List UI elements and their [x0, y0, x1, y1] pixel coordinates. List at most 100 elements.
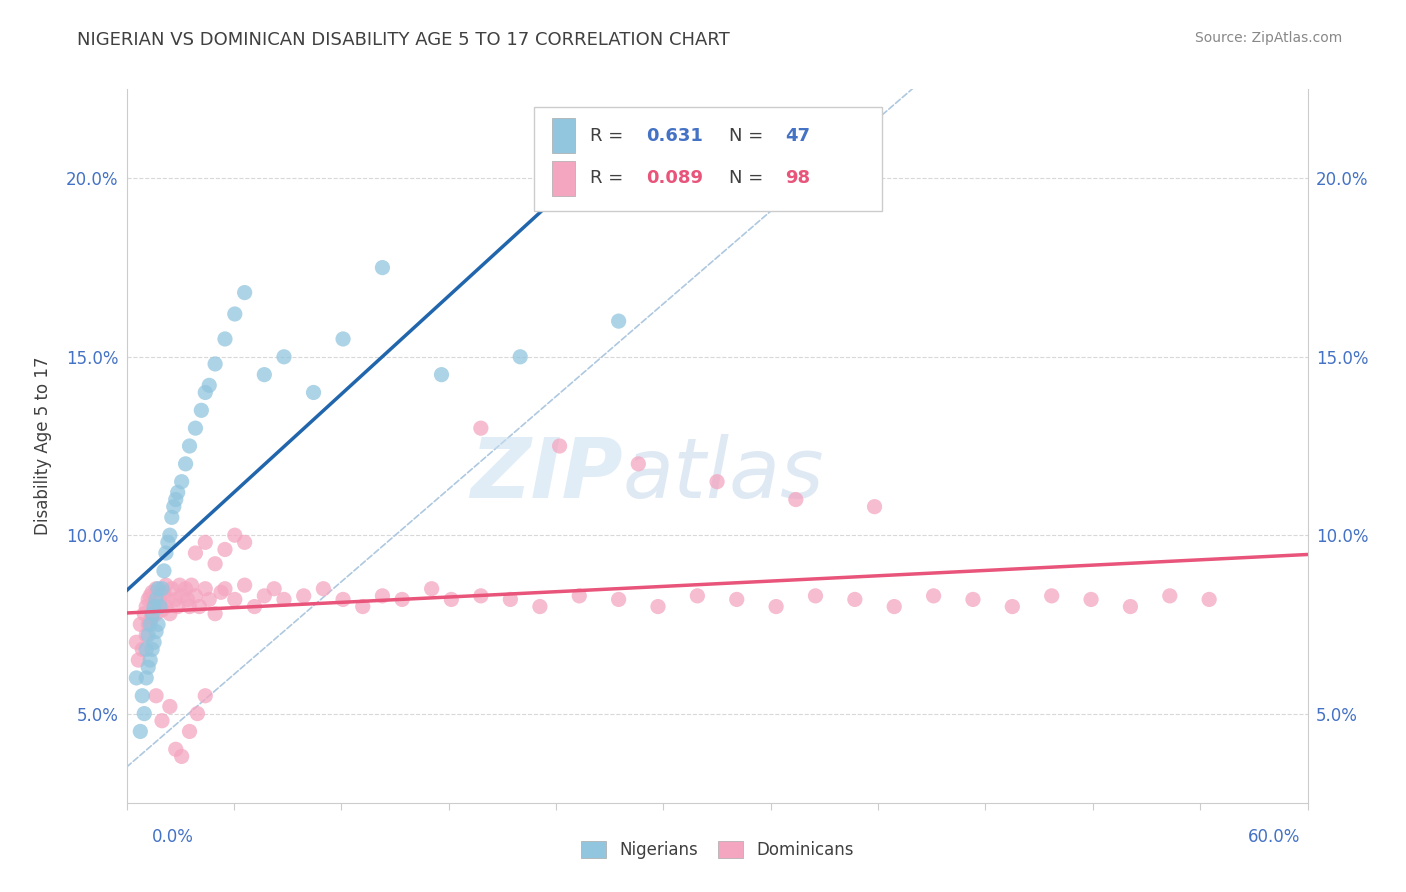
Point	[243, 599, 266, 614]
Point	[509, 350, 531, 364]
Point	[159, 699, 181, 714]
Text: 47: 47	[786, 127, 811, 145]
Point	[143, 599, 166, 614]
Point	[1159, 589, 1181, 603]
Point	[150, 582, 173, 596]
Point	[170, 589, 193, 603]
Point	[204, 357, 226, 371]
Point	[139, 653, 162, 667]
Point	[170, 749, 193, 764]
Point	[129, 724, 152, 739]
Point	[1198, 592, 1220, 607]
Legend: Nigerians, Dominicans: Nigerians, Dominicans	[574, 834, 860, 866]
Point	[253, 589, 276, 603]
Point	[153, 564, 176, 578]
Point	[179, 439, 201, 453]
Point	[420, 582, 443, 596]
Point	[627, 457, 650, 471]
Text: 0.089: 0.089	[647, 169, 703, 187]
Point	[844, 592, 866, 607]
Point	[135, 599, 157, 614]
Point	[607, 592, 630, 607]
Point	[883, 599, 905, 614]
Text: R =: R =	[589, 127, 628, 145]
Point	[146, 599, 169, 614]
Point	[156, 592, 179, 607]
FancyBboxPatch shape	[534, 107, 883, 211]
Point	[141, 642, 163, 657]
Point	[179, 724, 201, 739]
Point	[647, 599, 669, 614]
Point	[170, 475, 193, 489]
Text: 98: 98	[786, 169, 811, 187]
Point	[174, 457, 197, 471]
Point	[214, 542, 236, 557]
Point	[180, 578, 202, 592]
Point	[141, 610, 163, 624]
Point	[224, 592, 246, 607]
Point	[273, 592, 295, 607]
Point	[145, 607, 167, 621]
Point	[706, 475, 728, 489]
FancyBboxPatch shape	[551, 161, 575, 195]
Point	[198, 592, 221, 607]
Point	[136, 617, 159, 632]
Point	[302, 385, 325, 400]
Point	[153, 585, 176, 599]
Point	[194, 535, 217, 549]
Point	[145, 592, 167, 607]
Text: R =: R =	[589, 169, 628, 187]
FancyBboxPatch shape	[551, 119, 575, 153]
Point	[139, 617, 162, 632]
Point	[179, 599, 201, 614]
Point	[332, 332, 354, 346]
Point	[160, 582, 183, 596]
Point	[143, 635, 166, 649]
Point	[166, 599, 188, 614]
Point	[1001, 599, 1024, 614]
Point	[145, 624, 167, 639]
Point	[188, 599, 211, 614]
Point	[253, 368, 276, 382]
Point	[233, 285, 256, 300]
Point	[1040, 589, 1063, 603]
Point	[135, 642, 157, 657]
Point	[165, 742, 187, 756]
Point	[371, 589, 394, 603]
Point	[155, 546, 177, 560]
Point	[169, 578, 191, 592]
Point	[470, 421, 492, 435]
Point	[156, 535, 179, 549]
Point	[145, 689, 167, 703]
Point	[160, 510, 183, 524]
Point	[135, 628, 157, 642]
Point	[136, 628, 159, 642]
Point	[273, 350, 295, 364]
Point	[136, 592, 159, 607]
Point	[804, 589, 827, 603]
Point	[155, 599, 177, 614]
Point	[607, 314, 630, 328]
Point	[139, 589, 162, 603]
Text: ZIP: ZIP	[470, 434, 623, 515]
Point	[166, 485, 188, 500]
Point	[863, 500, 886, 514]
Point	[125, 671, 148, 685]
Point	[135, 671, 157, 685]
Point	[765, 599, 787, 614]
Text: N =: N =	[728, 169, 769, 187]
Point	[194, 689, 217, 703]
Point	[371, 260, 394, 275]
Text: Source: ZipAtlas.com: Source: ZipAtlas.com	[1195, 31, 1343, 45]
Point	[129, 617, 152, 632]
Point	[430, 368, 453, 382]
Point	[184, 589, 207, 603]
Text: atlas: atlas	[623, 434, 824, 515]
Text: 0.0%: 0.0%	[152, 828, 194, 846]
Point	[391, 592, 413, 607]
Point	[145, 582, 167, 596]
Point	[184, 546, 207, 560]
Point	[125, 635, 148, 649]
Text: 0.631: 0.631	[647, 127, 703, 145]
Point	[163, 500, 186, 514]
